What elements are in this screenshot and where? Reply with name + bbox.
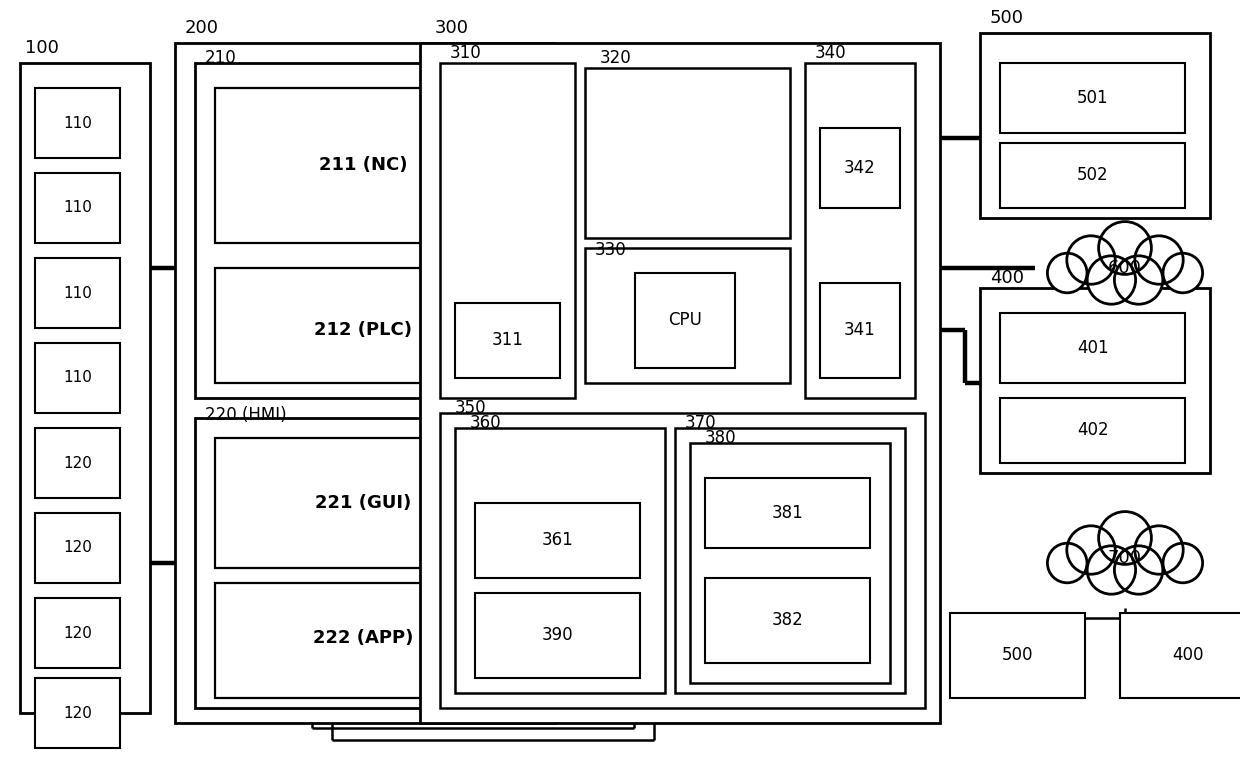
Text: 400: 400 xyxy=(990,269,1024,287)
Text: 380: 380 xyxy=(706,429,737,447)
Text: 350: 350 xyxy=(455,399,486,417)
Bar xyxy=(175,43,556,723)
Text: 310: 310 xyxy=(450,44,482,62)
Bar xyxy=(35,428,120,498)
Text: CPU: CPU xyxy=(668,311,702,329)
Bar xyxy=(980,288,1210,473)
Text: 502: 502 xyxy=(1078,166,1109,184)
Text: 221 (GUI): 221 (GUI) xyxy=(315,494,412,512)
Bar xyxy=(1120,613,1240,698)
Text: 120: 120 xyxy=(63,540,92,555)
Text: 341: 341 xyxy=(844,321,875,339)
Circle shape xyxy=(1099,221,1152,275)
Bar xyxy=(35,88,120,158)
Bar xyxy=(215,88,510,243)
Bar xyxy=(475,503,640,578)
Bar xyxy=(215,438,510,568)
Text: 320: 320 xyxy=(600,49,631,67)
Text: 360: 360 xyxy=(470,414,502,432)
Circle shape xyxy=(1163,543,1203,583)
Text: 110: 110 xyxy=(63,371,92,385)
Bar xyxy=(455,428,665,693)
Text: 311: 311 xyxy=(492,331,525,349)
Text: 300: 300 xyxy=(435,19,469,37)
Bar xyxy=(20,63,150,713)
Bar xyxy=(999,313,1185,383)
Text: 110: 110 xyxy=(63,115,92,130)
Bar xyxy=(635,273,735,368)
Text: 501: 501 xyxy=(1078,89,1109,107)
Bar xyxy=(585,68,790,238)
Circle shape xyxy=(1066,526,1115,575)
Bar xyxy=(475,593,640,678)
Text: 120: 120 xyxy=(63,626,92,640)
Text: 212 (PLC): 212 (PLC) xyxy=(314,321,412,339)
Circle shape xyxy=(1099,512,1152,565)
Bar xyxy=(35,598,120,668)
Bar xyxy=(35,678,120,748)
Bar xyxy=(35,173,120,243)
Text: 342: 342 xyxy=(844,159,875,177)
Text: 700: 700 xyxy=(1109,549,1142,567)
Text: 500: 500 xyxy=(1002,646,1034,664)
Bar xyxy=(950,613,1085,698)
Bar xyxy=(820,283,900,378)
Bar xyxy=(215,268,510,383)
Bar xyxy=(195,418,529,708)
Bar xyxy=(706,578,870,663)
Text: 110: 110 xyxy=(63,285,92,301)
Text: 390: 390 xyxy=(542,626,574,644)
Bar xyxy=(455,303,560,378)
Text: 211 (NC): 211 (NC) xyxy=(319,156,407,174)
Text: 330: 330 xyxy=(595,241,626,259)
Text: 600: 600 xyxy=(1109,259,1142,277)
Text: 361: 361 xyxy=(542,531,574,549)
Bar xyxy=(805,63,915,398)
Text: 402: 402 xyxy=(1078,421,1109,439)
Bar xyxy=(999,398,1185,463)
Text: 400: 400 xyxy=(1172,646,1204,664)
Circle shape xyxy=(1048,543,1087,583)
Bar xyxy=(980,33,1210,218)
Text: 210: 210 xyxy=(205,49,237,67)
Bar xyxy=(35,343,120,413)
Bar xyxy=(440,63,575,398)
Bar xyxy=(820,128,900,208)
Text: 500: 500 xyxy=(990,9,1024,27)
Text: 401: 401 xyxy=(1078,339,1109,357)
Circle shape xyxy=(1135,526,1183,575)
Text: 120: 120 xyxy=(63,706,92,720)
Circle shape xyxy=(1115,546,1163,594)
Text: 370: 370 xyxy=(684,414,717,432)
Bar xyxy=(585,248,790,383)
Bar xyxy=(675,428,905,693)
Text: 222 (APP): 222 (APP) xyxy=(312,629,413,647)
Bar xyxy=(706,478,870,548)
Bar xyxy=(195,63,529,398)
Circle shape xyxy=(1048,253,1087,293)
Circle shape xyxy=(1066,236,1115,284)
Text: 100: 100 xyxy=(25,39,58,57)
Circle shape xyxy=(1163,253,1203,293)
Text: 340: 340 xyxy=(815,44,847,62)
Bar xyxy=(420,43,940,723)
Text: 110: 110 xyxy=(63,201,92,215)
Circle shape xyxy=(1087,256,1136,304)
Text: 220 (HMI): 220 (HMI) xyxy=(205,406,286,424)
Text: 120: 120 xyxy=(63,456,92,471)
Bar xyxy=(35,513,120,583)
Bar xyxy=(215,583,510,698)
Bar xyxy=(689,443,890,683)
Circle shape xyxy=(1135,236,1183,284)
Circle shape xyxy=(1087,546,1136,594)
Bar xyxy=(35,258,120,328)
Text: 382: 382 xyxy=(773,611,804,629)
Text: 200: 200 xyxy=(185,19,219,37)
Bar xyxy=(999,143,1185,208)
Bar xyxy=(999,63,1185,133)
Text: 381: 381 xyxy=(773,504,804,522)
Circle shape xyxy=(1115,256,1163,304)
Bar xyxy=(440,413,925,708)
